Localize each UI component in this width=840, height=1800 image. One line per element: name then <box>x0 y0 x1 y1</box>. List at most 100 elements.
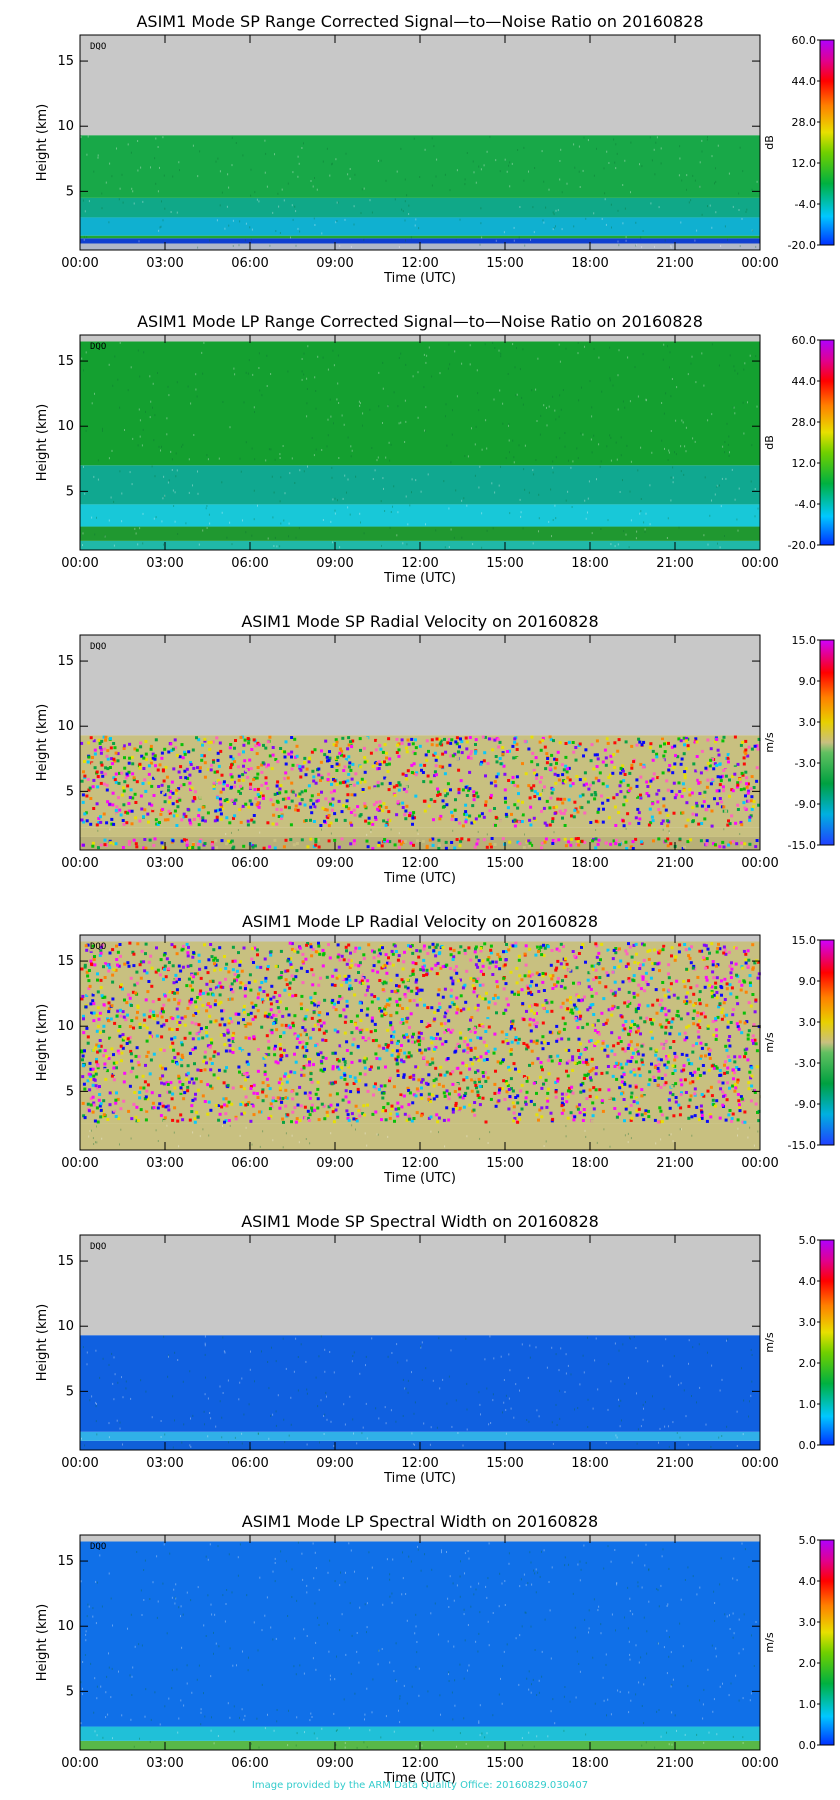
speck <box>223 1043 227 1046</box>
speck <box>397 975 401 979</box>
speck <box>668 449 670 452</box>
speck <box>486 833 488 836</box>
speck <box>424 429 426 432</box>
speck <box>452 829 454 832</box>
speck <box>449 988 453 992</box>
speck <box>193 1120 197 1124</box>
speck <box>595 829 597 831</box>
speck <box>596 842 600 846</box>
speck <box>251 845 255 849</box>
speck <box>686 174 688 177</box>
speck <box>303 142 304 145</box>
speck <box>350 777 354 781</box>
speck <box>310 750 314 754</box>
speck <box>363 804 367 808</box>
speck <box>363 780 367 784</box>
speck <box>299 469 301 472</box>
dqo-label: DQO <box>90 642 106 652</box>
speck <box>490 737 494 741</box>
speck <box>493 1047 497 1051</box>
speck <box>405 420 407 423</box>
speck <box>138 1026 142 1029</box>
speck <box>401 980 405 984</box>
speck <box>118 808 122 812</box>
speck <box>379 1084 383 1088</box>
speck <box>578 1017 582 1021</box>
x-tick-label: 15:00 <box>486 556 523 571</box>
speck <box>624 840 628 844</box>
speck <box>723 828 725 831</box>
speck <box>93 170 95 173</box>
speck <box>714 182 715 185</box>
colorbar-tick-label: -3.0 <box>795 757 816 770</box>
speck <box>233 785 236 789</box>
speck <box>269 953 273 957</box>
speck <box>208 1134 210 1137</box>
speck <box>466 786 470 790</box>
speck <box>574 746 578 749</box>
speck <box>532 542 534 545</box>
speck <box>734 412 736 415</box>
speck <box>491 973 495 976</box>
speck <box>125 781 129 784</box>
speck <box>117 781 121 785</box>
speck <box>400 741 404 745</box>
speck <box>444 846 448 850</box>
speck <box>702 1094 706 1098</box>
speck <box>340 837 344 841</box>
speck <box>617 240 619 243</box>
speck <box>588 1039 592 1043</box>
speck <box>700 1114 704 1117</box>
speck <box>691 1073 694 1077</box>
speck <box>715 789 719 793</box>
speck <box>567 490 569 493</box>
speck <box>528 990 532 994</box>
speck <box>503 788 507 792</box>
speck <box>382 1046 386 1050</box>
speck <box>555 966 559 970</box>
speck <box>317 1013 321 1017</box>
speck <box>685 801 689 805</box>
speck <box>592 767 596 771</box>
speck <box>558 1030 562 1034</box>
speck <box>731 775 735 778</box>
speck <box>177 770 181 774</box>
speck <box>158 821 161 824</box>
speck <box>247 372 249 375</box>
speck <box>735 1066 739 1069</box>
speck <box>706 138 708 141</box>
speck <box>740 823 744 827</box>
speck <box>320 749 323 753</box>
speck <box>548 405 550 408</box>
speck <box>552 460 554 463</box>
speck <box>93 1143 95 1145</box>
speck <box>606 797 610 800</box>
speck <box>347 943 351 947</box>
speck <box>637 1003 641 1007</box>
speck <box>556 1079 560 1083</box>
speck <box>600 1011 604 1015</box>
speck <box>513 992 517 996</box>
speck <box>601 217 603 220</box>
speck <box>110 822 114 826</box>
speck <box>110 496 112 499</box>
speck <box>428 1024 432 1027</box>
speck <box>637 811 641 815</box>
speck <box>617 811 621 814</box>
speck <box>123 766 127 770</box>
speck <box>261 394 263 397</box>
speck <box>486 150 488 153</box>
speck <box>476 1003 480 1007</box>
speck <box>321 1069 325 1073</box>
speck <box>619 790 623 794</box>
speck <box>481 959 485 963</box>
speck <box>310 811 314 815</box>
speck <box>432 1084 436 1088</box>
speck <box>637 737 641 741</box>
speck <box>683 776 687 780</box>
speck <box>466 1043 470 1047</box>
speck <box>212 760 215 764</box>
speck <box>337 799 341 803</box>
speck <box>423 964 426 968</box>
speck <box>692 437 694 440</box>
